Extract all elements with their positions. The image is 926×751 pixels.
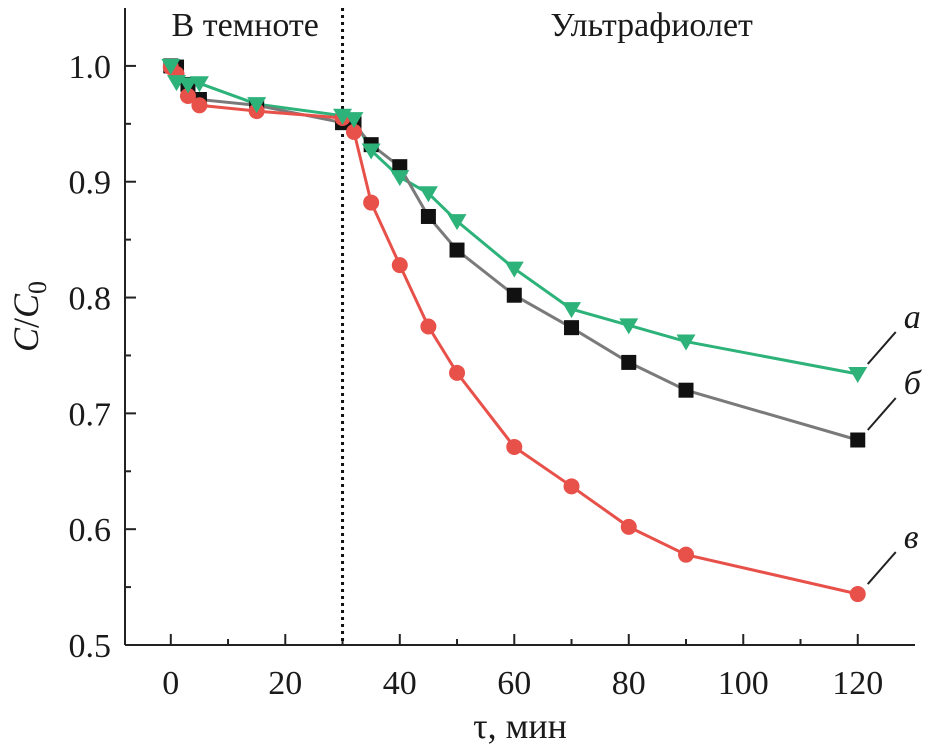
data-point-triangle xyxy=(161,58,181,75)
data-point-triangle xyxy=(418,186,438,203)
data-point-triangle xyxy=(247,97,267,114)
data-point-square xyxy=(621,354,637,370)
data-point-triangle xyxy=(390,170,410,187)
y-tick-label: 0.9 xyxy=(69,165,112,202)
y-tick-label: 0.7 xyxy=(69,396,112,433)
y-axis-title-slash: / xyxy=(6,318,46,328)
series-markers xyxy=(161,58,868,603)
curve-label: б xyxy=(904,365,923,402)
region-label: Ультрафиолет xyxy=(550,7,753,44)
y-axis-title-sub-base: C xyxy=(6,293,46,318)
data-point-circle xyxy=(849,586,866,603)
data-point-square xyxy=(678,382,694,398)
y-axis-title-base: C xyxy=(6,327,46,352)
data-point-triangle xyxy=(178,77,198,94)
data-point-triangle xyxy=(619,318,639,335)
y-tick-label: 0.5 xyxy=(69,628,112,665)
x-tick-label: 120 xyxy=(832,665,883,702)
data-point-triangle xyxy=(562,302,582,319)
annotation-leader xyxy=(867,331,897,365)
x-tick-label: 60 xyxy=(497,665,531,702)
data-point-circle xyxy=(420,318,437,335)
data-point-triangle xyxy=(447,214,467,231)
x-tick-label: 0 xyxy=(162,665,179,702)
series-line xyxy=(169,66,859,596)
data-point-circle xyxy=(345,123,362,140)
x-tick-label: 20 xyxy=(268,665,302,702)
region-labels: В темноте Ультрафиолет xyxy=(172,7,753,44)
x-axis-title: τ, мин xyxy=(473,706,567,746)
data-point-square xyxy=(449,242,465,258)
data-point-square xyxy=(420,208,436,224)
series-lines xyxy=(169,64,859,596)
data-point-triangle xyxy=(344,112,364,129)
data-point-square xyxy=(564,320,580,336)
data-point-triangle xyxy=(361,143,381,160)
x-tick-label: 40 xyxy=(383,665,417,702)
data-point-circle xyxy=(506,438,523,455)
data-point-circle xyxy=(678,546,695,563)
data-point-triangle xyxy=(848,366,868,383)
data-point-circle xyxy=(363,194,380,211)
x-tick-label: 80 xyxy=(612,665,646,702)
data-point-circle xyxy=(391,257,408,274)
curve-annotations: аб в xyxy=(867,299,923,585)
y-axis-title-subscript: 0 xyxy=(23,281,52,294)
curve-label: а xyxy=(904,299,921,336)
curve-label: в xyxy=(904,519,919,556)
data-point-circle xyxy=(449,364,466,381)
y-tick-label: 0.8 xyxy=(69,281,112,318)
y-tick-label: 0.6 xyxy=(69,512,112,549)
data-point-circle xyxy=(191,97,208,114)
y-axis-title: C/C0 xyxy=(6,281,52,352)
y-tick-label: 1.0 xyxy=(69,49,112,86)
x-tick-label: 100 xyxy=(718,665,769,702)
annotation-leader xyxy=(867,551,897,585)
data-point-circle xyxy=(563,478,580,495)
region-label: В темноте xyxy=(172,7,319,44)
data-point-circle xyxy=(620,518,637,535)
data-point-triangle xyxy=(676,334,696,351)
data-point-triangle xyxy=(504,261,524,278)
annotation-leader xyxy=(867,397,897,431)
data-point-square xyxy=(850,432,866,448)
series-line xyxy=(170,64,859,442)
data-point-triangle xyxy=(189,76,209,93)
data-point-square xyxy=(506,287,522,303)
data-point-circle xyxy=(179,88,196,105)
